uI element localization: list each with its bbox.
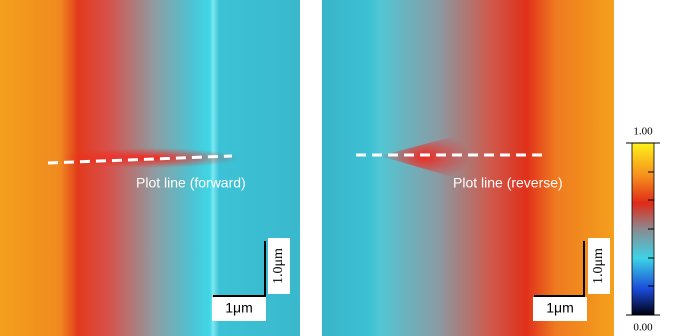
- scale-bar: 1μm 1.0μm: [212, 238, 290, 321]
- scale-x-label: 1μm: [546, 300, 574, 316]
- plot-line-label: Plot line (forward): [136, 175, 246, 191]
- scale-x-label: 1μm: [225, 300, 253, 316]
- scale-bar: 1μm 1.0μm: [533, 238, 610, 321]
- right-hotspot: [380, 132, 470, 182]
- colorbar: 0.00 1.00: [626, 126, 660, 334]
- scale-y-label: 1.0μm: [591, 248, 606, 284]
- plot-line-forward: [47, 154, 233, 165]
- plot-line-label: Plot line (reverse): [453, 175, 563, 191]
- scale-y-label: 1.0μm: [271, 248, 286, 284]
- colorbar-tick-label: 0.00: [633, 322, 653, 334]
- colorbar-tick-label: 1.00: [633, 126, 653, 138]
